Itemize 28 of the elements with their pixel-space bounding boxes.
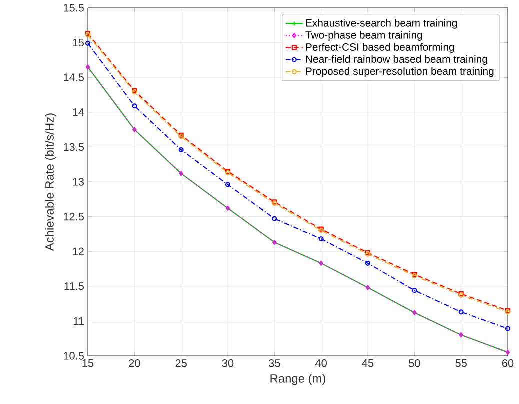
y-tick-label: 15.5	[64, 4, 84, 12]
y-tick-label: 14.5	[64, 74, 84, 82]
x-tick-label: 45	[362, 360, 374, 368]
x-tick-label: 55	[456, 360, 467, 368]
legend-label: Exhaustive-search beam training	[306, 19, 458, 29]
legend-label: Near-field rainbow based beam training	[306, 55, 488, 66]
x-tick-label: 60	[502, 360, 514, 368]
y-tick-label: 13	[73, 178, 84, 186]
x-tick-label: 40	[315, 360, 327, 368]
y-tick-label: 11	[74, 317, 84, 325]
x-tick-label: 50	[409, 360, 420, 368]
legend-label: Two-phase beam training	[306, 31, 422, 41]
x-tick-label: 35	[268, 360, 280, 368]
y-tick-label: 14	[73, 108, 84, 116]
x-axis-title: Range (m)	[270, 374, 326, 386]
y-tick-label: 11.5	[64, 282, 84, 290]
x-tick-label: 30	[222, 360, 234, 368]
y-tick-label: 13.5	[64, 143, 84, 152]
x-tick-label: 15	[82, 360, 94, 368]
x-tick-label: 25	[176, 360, 187, 368]
y-axis-title: Achievable Rate (bit/s/Hz)	[45, 114, 56, 252]
y-tick-label: 15	[73, 38, 84, 47]
x-tick-label: 20	[129, 360, 140, 368]
legend-label: Perfect-CSI based beamforming	[306, 43, 454, 54]
y-tick-label: 12.5	[64, 212, 84, 221]
y-tick-label: 12	[73, 248, 84, 256]
legend-label: Proposed super-resolution beam training	[306, 67, 494, 78]
y-tick-label: 10.5	[64, 352, 84, 360]
